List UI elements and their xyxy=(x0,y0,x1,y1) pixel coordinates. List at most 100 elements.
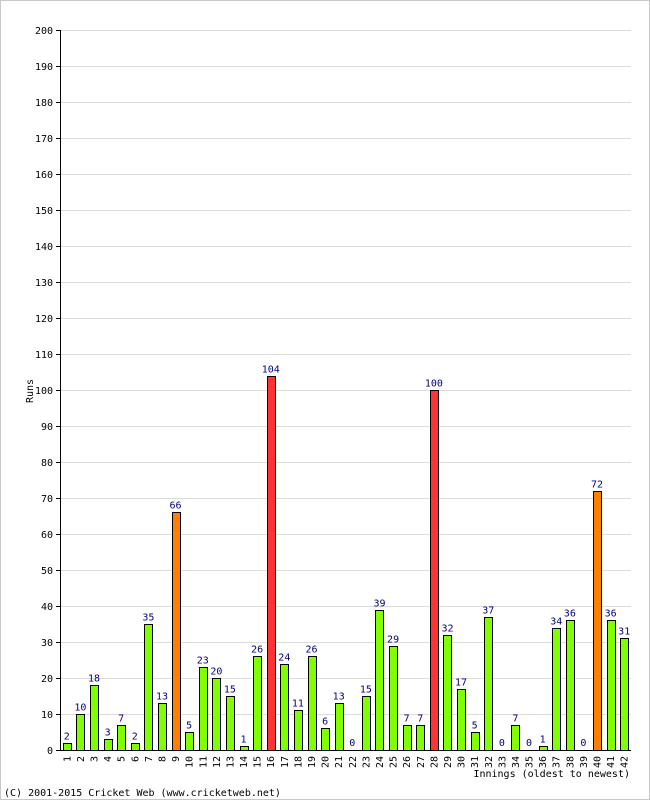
y-tick-label: 140 xyxy=(35,242,53,253)
x-tick-label: 36 xyxy=(538,756,549,768)
data-label: 2 xyxy=(64,732,70,743)
x-tick-label: 21 xyxy=(334,756,345,768)
data-label: 7 xyxy=(118,714,124,725)
x-tick-label: 10 xyxy=(185,756,196,768)
data-label: 24 xyxy=(278,653,290,664)
data-label: 29 xyxy=(387,635,399,646)
y-tick-label: 80 xyxy=(41,458,53,469)
x-tick-label: 15 xyxy=(253,756,264,768)
data-label: 39 xyxy=(373,599,385,610)
data-label: 10 xyxy=(74,703,86,714)
bar-innings-32 xyxy=(484,617,493,751)
x-tick-label: 3 xyxy=(89,756,100,762)
data-label: 7 xyxy=(417,714,423,725)
data-label: 7 xyxy=(404,714,410,725)
x-tick-label: 7 xyxy=(144,756,155,762)
data-label: 5 xyxy=(186,721,192,732)
data-label: 66 xyxy=(170,501,182,512)
x-tick-label: 37 xyxy=(552,756,563,768)
y-tick-label: 120 xyxy=(35,314,53,325)
data-label: 6 xyxy=(322,717,328,728)
y-tick-label: 160 xyxy=(35,170,53,181)
bar-innings-27 xyxy=(416,725,425,751)
x-tick-label: 38 xyxy=(565,756,576,768)
y-tick-label: 30 xyxy=(41,638,53,649)
bar-innings-18 xyxy=(294,710,303,751)
y-tick-label: 170 xyxy=(35,134,53,145)
bar-innings-1 xyxy=(63,743,72,751)
data-label: 3 xyxy=(105,728,111,739)
bar-innings-26 xyxy=(403,725,412,751)
bar-innings-7 xyxy=(144,624,153,751)
bar-innings-5 xyxy=(117,725,126,751)
y-tick-label: 130 xyxy=(35,278,53,289)
bar-innings-14 xyxy=(240,746,249,751)
x-tick-label: 8 xyxy=(157,756,168,762)
data-label: 36 xyxy=(605,609,617,620)
bar-innings-34 xyxy=(511,725,520,751)
x-tick-label: 32 xyxy=(484,756,495,768)
bar-innings-23 xyxy=(362,696,371,751)
bar-innings-4 xyxy=(104,739,113,751)
x-tick-label: 41 xyxy=(606,756,617,768)
y-tick-label: 180 xyxy=(35,98,53,109)
x-tick-label: 4 xyxy=(103,756,114,762)
bar-innings-41 xyxy=(607,620,616,751)
x-tick-label: 42 xyxy=(620,756,631,768)
data-label: 104 xyxy=(262,365,280,376)
data-label: 36 xyxy=(564,609,576,620)
x-tick-label: 13 xyxy=(225,756,236,768)
x-tick-label: 14 xyxy=(239,756,250,768)
bar-innings-40 xyxy=(593,491,602,751)
bar-innings-28 xyxy=(430,390,439,751)
data-label: 32 xyxy=(441,624,453,635)
y-tick-label: 150 xyxy=(35,206,53,217)
x-tick-label: 12 xyxy=(212,756,223,768)
data-label: 15 xyxy=(224,685,236,696)
bars xyxy=(63,376,629,751)
bar-innings-10 xyxy=(185,732,194,751)
y-tick-label: 90 xyxy=(41,422,53,433)
y-tick-label: 10 xyxy=(41,710,53,721)
bar-innings-3 xyxy=(90,685,99,751)
x-tick-label: 23 xyxy=(361,756,372,768)
bar-innings-13 xyxy=(226,696,235,751)
x-tick-label: 11 xyxy=(198,756,209,768)
x-tick-label: 16 xyxy=(266,756,277,768)
x-tick-label: 18 xyxy=(293,756,304,768)
x-tick-label: 34 xyxy=(511,756,522,768)
x-tick-label: 20 xyxy=(321,756,332,768)
data-label: 0 xyxy=(526,738,532,749)
x-tick-label: 40 xyxy=(593,756,604,768)
x-tick-label: 19 xyxy=(307,756,318,768)
data-label: 20 xyxy=(210,667,222,678)
x-tick-label: 33 xyxy=(497,756,508,768)
bar-innings-29 xyxy=(443,635,452,751)
data-label: 18 xyxy=(88,674,100,685)
bar-innings-21 xyxy=(335,703,344,751)
data-labels: 2101837235136652320151261042411266130153… xyxy=(64,365,630,750)
x-tick-label: 27 xyxy=(416,756,427,768)
bar-innings-19 xyxy=(308,656,317,751)
bar-innings-38 xyxy=(566,620,575,751)
bar-innings-11 xyxy=(199,667,208,751)
x-tick-label: 25 xyxy=(389,756,400,768)
x-tick-label: 26 xyxy=(402,756,413,768)
x-tick-label: 9 xyxy=(171,756,182,762)
data-label: 31 xyxy=(618,627,630,638)
x-tick-label: 22 xyxy=(348,756,359,768)
x-tick-label: 39 xyxy=(579,756,590,768)
data-label: 0 xyxy=(349,738,355,749)
data-label: 23 xyxy=(197,656,209,667)
x-tick-label: 2 xyxy=(76,756,87,762)
data-label: 5 xyxy=(472,721,478,732)
data-label: 1 xyxy=(241,735,247,746)
bar-innings-20 xyxy=(321,728,330,751)
y-tick-label: 60 xyxy=(41,530,53,541)
gridlines xyxy=(60,30,631,715)
y-tick-label: 40 xyxy=(41,602,53,613)
y-tick-label: 50 xyxy=(41,566,53,577)
y-tick-label: 70 xyxy=(41,494,53,505)
